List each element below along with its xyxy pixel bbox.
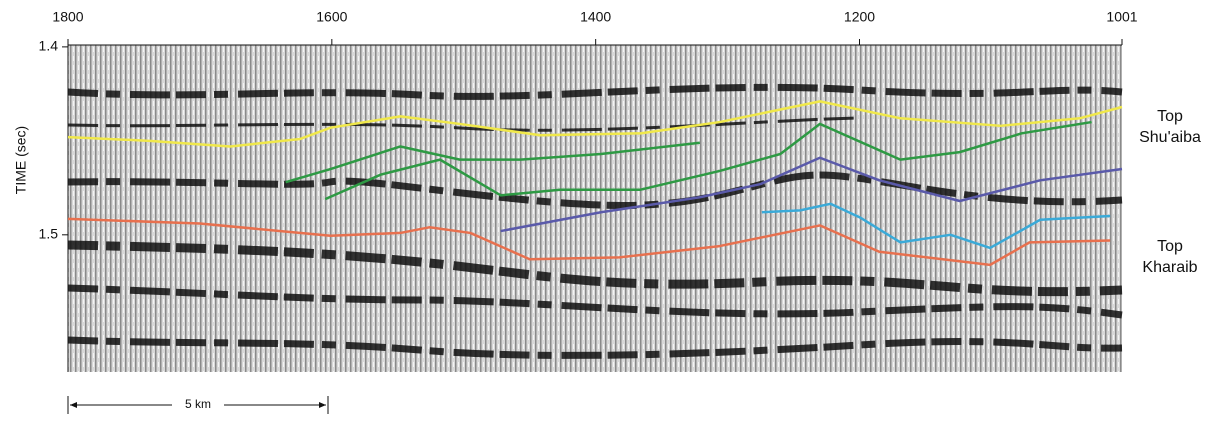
x-tick-label: 1800 xyxy=(52,9,83,25)
x-tick-label: 1200 xyxy=(844,9,875,25)
y-axis-label: TIME (sec) xyxy=(13,126,29,194)
scale-label: 5 km xyxy=(185,397,211,411)
y-tick-label: 1.4 xyxy=(39,38,59,54)
horizon-label: Top Shu'aiba xyxy=(1139,108,1201,146)
x-tick-label: 1400 xyxy=(580,9,611,25)
scale-bar: 5 km xyxy=(67,396,329,414)
seismic-background xyxy=(67,45,1123,372)
y-tick-label: 1.5 xyxy=(39,226,59,242)
horizon-line xyxy=(500,156,1123,233)
horizon-line xyxy=(285,141,701,184)
x-tick-label: 1600 xyxy=(316,9,347,25)
x-tick-label: 1001 xyxy=(1106,9,1137,25)
horizon-line xyxy=(324,120,1092,201)
horizon-line xyxy=(67,217,1111,267)
horizon-line xyxy=(67,100,1123,148)
horizon-line xyxy=(761,202,1111,250)
horizon-label: Top Kharaib xyxy=(1142,238,1198,276)
